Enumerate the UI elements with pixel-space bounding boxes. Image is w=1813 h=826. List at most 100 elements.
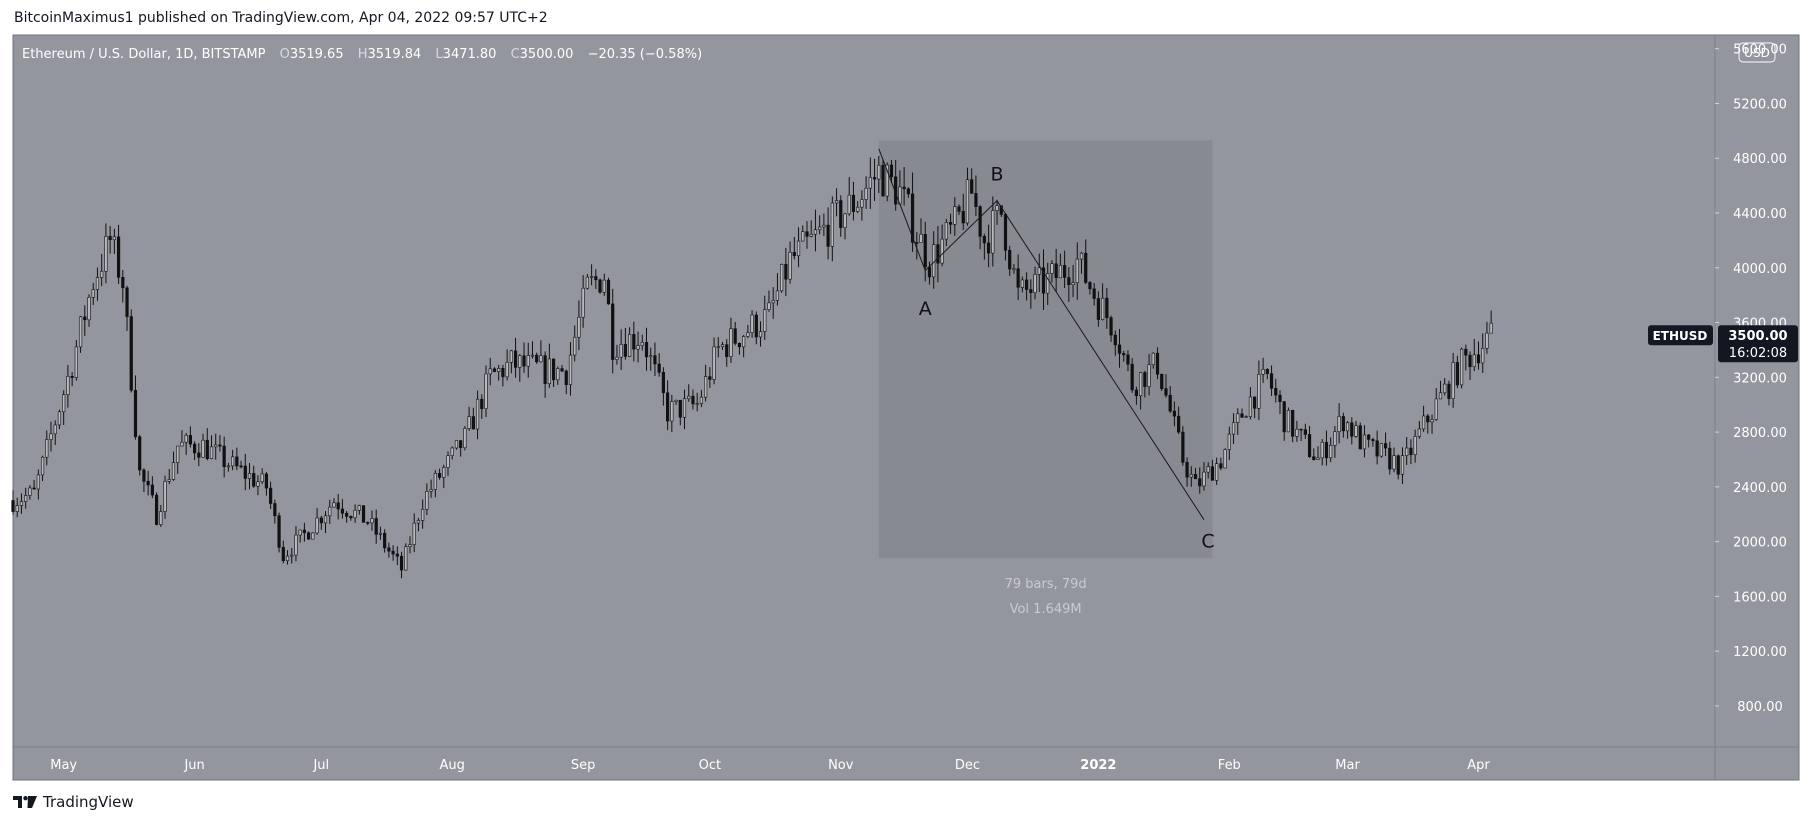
candle: [404, 543, 408, 571]
countdown-tag: 16:02:08: [1729, 346, 1787, 361]
open-label: O: [280, 47, 290, 62]
candle: [568, 342, 573, 396]
date-range-box[interactable]: [878, 140, 1213, 559]
candle: [809, 220, 813, 238]
y-tick-label: 800.00: [1737, 700, 1783, 715]
candle: [606, 277, 611, 305]
x-tick-label: Jun: [183, 758, 204, 773]
candle: [142, 468, 146, 493]
candle: [1489, 310, 1493, 334]
candle: [273, 499, 277, 524]
candle: [906, 187, 910, 198]
close-label: C: [511, 47, 520, 62]
candle: [294, 526, 298, 562]
candle: [429, 479, 433, 498]
candle: [205, 428, 209, 461]
candle: [965, 167, 970, 226]
candle: [902, 166, 906, 206]
candle: [1337, 403, 1341, 444]
candle: [716, 337, 720, 358]
candle: [1046, 262, 1050, 305]
candle: [243, 453, 247, 491]
candle: [1468, 351, 1472, 380]
candle: [1020, 276, 1024, 293]
y-tick-label: 3200.00: [1733, 371, 1787, 386]
candle: [1383, 432, 1388, 457]
candle: [742, 334, 746, 358]
candle: [919, 218, 923, 243]
candle: [184, 432, 188, 455]
candle: [682, 389, 687, 430]
candle: [813, 209, 818, 252]
low-label: L: [435, 47, 443, 62]
candle: [611, 288, 615, 374]
candle: [378, 526, 383, 540]
candle: [526, 342, 530, 378]
candle: [70, 372, 74, 387]
candle: [877, 156, 881, 194]
candle: [1189, 466, 1193, 487]
candle: [1295, 420, 1299, 442]
candle: [1071, 264, 1075, 298]
candle: [235, 447, 239, 471]
candle: [535, 352, 539, 364]
candle: [484, 365, 488, 418]
y-tick-label: 1200.00: [1733, 645, 1787, 660]
candle: [15, 497, 19, 518]
candle: [830, 196, 834, 262]
candle: [1024, 272, 1029, 301]
candle: [391, 545, 395, 561]
x-tick-label: Feb: [1218, 758, 1241, 773]
candle: [1257, 360, 1261, 420]
symbol-title[interactable]: Ethereum / U.S. Dollar, 1D, BITSTAMP O35…: [22, 47, 702, 62]
candle: [1307, 425, 1312, 458]
candle: [488, 357, 492, 386]
candle: [370, 510, 374, 531]
candle: [454, 440, 459, 450]
candle: [256, 475, 260, 496]
tradingview-logo-icon: [13, 796, 37, 808]
candle: [104, 223, 108, 284]
candle: [374, 509, 378, 544]
candle: [1269, 365, 1274, 397]
wave-label-a: A: [919, 298, 932, 320]
candle: [1362, 425, 1367, 458]
candle: [708, 367, 712, 388]
candle: [129, 309, 133, 393]
candle: [801, 225, 805, 242]
candle: [889, 159, 894, 183]
currency-button[interactable]: USD: [1738, 42, 1776, 63]
candle: [53, 420, 57, 446]
candle: [995, 199, 999, 225]
candle: [868, 157, 872, 209]
high-label: H: [358, 47, 368, 62]
candle: [416, 517, 421, 532]
candle: [784, 247, 788, 297]
candle: [1231, 413, 1236, 445]
candle: [598, 278, 602, 294]
candle: [687, 384, 691, 402]
price-tag: 3500.00: [1728, 329, 1787, 344]
candle: [1421, 405, 1426, 432]
candle: [1324, 430, 1329, 466]
candle: [108, 226, 112, 254]
candle: [1379, 442, 1383, 458]
abc-wave-line[interactable]: [878, 148, 1205, 520]
candle: [640, 334, 644, 351]
footer-brand[interactable]: TradingView: [13, 793, 134, 811]
candle: [577, 300, 581, 351]
candle: [818, 215, 822, 235]
candle: [1096, 291, 1100, 327]
candle: [1278, 390, 1282, 415]
wave-label-b: B: [991, 164, 1004, 186]
candle: [1400, 447, 1405, 485]
candle: [944, 219, 948, 247]
candle: [1155, 347, 1160, 380]
candle: [1358, 422, 1362, 450]
candle: [19, 493, 24, 514]
candle: [978, 205, 982, 250]
candle: [822, 213, 826, 237]
candle: [1299, 428, 1303, 442]
candle: [551, 358, 556, 388]
